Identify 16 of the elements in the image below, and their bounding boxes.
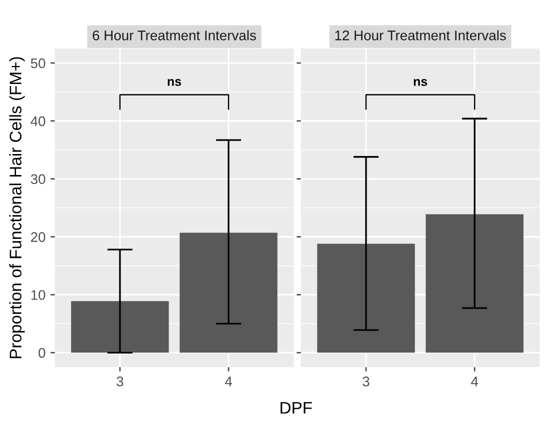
y-tick-label: 0 xyxy=(38,348,46,358)
x-tick-label: 3 xyxy=(362,376,370,386)
y-tick-label: 10 xyxy=(31,290,46,300)
y-tick-label: 30 xyxy=(30,174,46,184)
x-axis-title: DPF xyxy=(280,402,312,414)
annotation: ns xyxy=(414,79,428,86)
y-tick-label: 50 xyxy=(30,58,46,68)
annotation: ns xyxy=(168,79,182,86)
x-tick-label: 4 xyxy=(225,376,232,386)
chart-title: 12 Hour Treatment Intervals xyxy=(335,30,506,40)
y-tick-label: 20 xyxy=(31,232,46,242)
y-tick-label: 40 xyxy=(30,116,46,126)
chart-title: 6 Hour Treatment Intervals xyxy=(92,30,256,40)
x-tick-label: 4 xyxy=(471,376,478,386)
x-tick-label: 3 xyxy=(116,376,124,386)
y-axis-title: Proportion of Functional Hair Cells (FM+) xyxy=(9,57,25,358)
